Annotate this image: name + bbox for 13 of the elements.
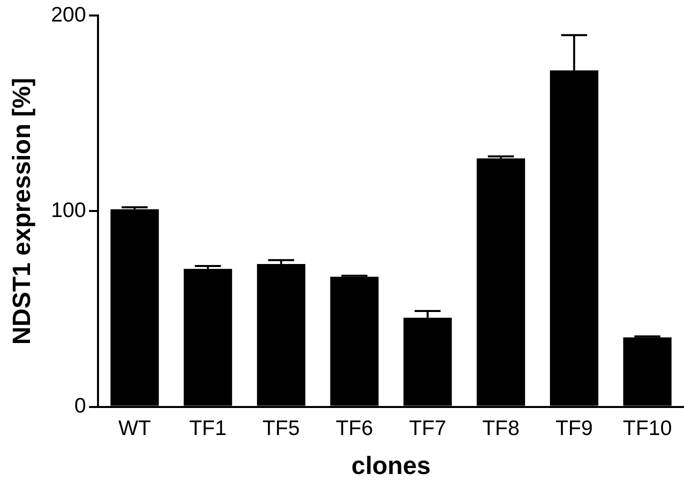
x-tick-label: TF10 bbox=[622, 417, 672, 440]
y-axis-title: NDST1 expression [%] bbox=[8, 78, 36, 345]
x-tick-label: TF6 bbox=[336, 417, 374, 440]
x-axis-title: clones bbox=[351, 452, 431, 480]
y-tick-label: 0 bbox=[74, 394, 86, 418]
x-tick-label: TF8 bbox=[482, 417, 520, 440]
x-tick-label: TF7 bbox=[408, 417, 446, 440]
y-tick-label: 200 bbox=[50, 3, 86, 26]
x-tick-label: TF1 bbox=[189, 417, 227, 440]
x-tick-label: TF9 bbox=[555, 417, 593, 440]
y-tick-label: 100 bbox=[50, 198, 86, 222]
x-tick-label: WT bbox=[118, 417, 152, 440]
x-tick-label: TF5 bbox=[262, 417, 300, 440]
